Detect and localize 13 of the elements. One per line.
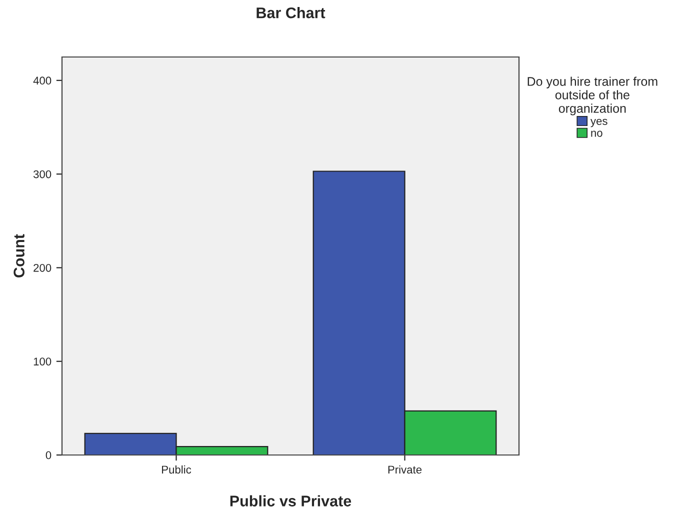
chart-title: Bar Chart <box>256 7 326 18</box>
legend-title: Do you hire trainer from outside of the organization <box>528 76 658 116</box>
legend-label: no <box>591 130 602 137</box>
y-tick-label: 0 <box>46 451 52 460</box>
y-axis-title: Count <box>14 234 24 278</box>
y-tick-label: 300 <box>33 170 52 178</box>
y-tick-label: 100 <box>34 358 52 366</box>
x-tick-label: Public <box>162 465 192 474</box>
y-tick-label: 200 <box>34 264 52 272</box>
x-axis-title: Public vs Private <box>230 495 352 506</box>
y-tick-label: 400 <box>33 76 52 85</box>
x-tick-label: Private <box>388 465 422 474</box>
legend-label: yes <box>590 118 608 128</box>
